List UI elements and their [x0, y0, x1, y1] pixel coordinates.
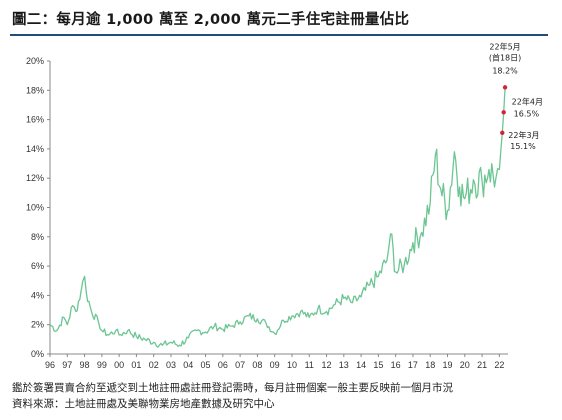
x-tick-label: 20 [460, 360, 470, 370]
annotation-value: 18.2% [492, 66, 518, 75]
annotation-marker [501, 110, 506, 115]
x-tick-label: 00 [114, 360, 124, 370]
x-tick-label: 14 [356, 360, 366, 370]
x-tick-label: 03 [166, 360, 176, 370]
x-tick-label: 18 [425, 360, 435, 370]
x-tick-label: 97 [62, 360, 72, 370]
y-tick-label: 4% [31, 290, 44, 300]
y-tick-label: 20% [26, 56, 44, 66]
series-line-0 [49, 87, 506, 348]
x-tick-label: 08 [252, 360, 262, 370]
annotation-marker [502, 85, 508, 90]
y-axis: 0% 2% 4% 6% 8% 10% 12% 14% 16% 18% 20% [26, 56, 51, 359]
x-tick-label: 02 [149, 360, 159, 370]
x-tick-label: 09 [270, 360, 280, 370]
x-tick-label: 17 [408, 360, 418, 370]
x-tick-label: 12 [322, 360, 332, 370]
footnote-source: 資料來源：土地註冊處及美聯物業房地產數據及研究中心 [12, 398, 275, 410]
y-tick-label: 18% [26, 85, 44, 95]
plot-area [49, 87, 506, 348]
x-tick-label: 15 [373, 360, 383, 370]
footnote-note: 鑑於簽署買賣合約至遞交到土地註冊處註冊登記需時，每月註冊個案一般主要反映前一個月… [12, 382, 453, 394]
y-tick-label: 10% [26, 203, 44, 213]
x-tick-label: 96 [45, 360, 55, 370]
x-tick-label: 13 [339, 360, 349, 370]
x-tick-label: 22 [494, 360, 504, 370]
y-tick-label: 16% [26, 115, 44, 125]
x-tick-label: 10 [287, 360, 297, 370]
annotation-label: 22年3月 [508, 130, 539, 140]
y-tick-label: 6% [31, 261, 44, 271]
x-tick-label: 99 [97, 360, 107, 370]
title-rule [10, 34, 548, 36]
annotation-label: 22年5月 [489, 41, 520, 51]
x-tick-label: 05 [201, 360, 211, 370]
annotation-value: 15.1% [510, 142, 536, 151]
x-tick-label: 16 [391, 360, 401, 370]
annotation-marker [500, 130, 505, 135]
y-tick-label: 2% [31, 320, 44, 330]
annotation-value: 16.5% [514, 109, 540, 118]
annotation-label: 22年4月 [512, 96, 543, 106]
x-tick-label: 01 [131, 360, 141, 370]
line-chart: 0% 2% 4% 6% 8% 10% 12% 14% 16% 18% 20% 96 97 98 99 00 0… [26, 41, 543, 370]
x-tick-label: 21 [477, 360, 487, 370]
x-tick-label: 98 [80, 360, 90, 370]
x-tick-label: 07 [235, 360, 245, 370]
annotations: 22年3月 15.1% 22年4月 16.5% 22年5月(首18日) 18.2% [489, 41, 543, 150]
x-tick-label: 06 [218, 360, 228, 370]
x-tick-label: 11 [305, 360, 314, 370]
y-tick-label: 0% [31, 349, 44, 359]
chart-title: 圖二：每月逾 1,000 萬至 2,000 萬元二手住宅註冊量佔比 [12, 12, 410, 28]
x-tick-label: 19 [443, 360, 453, 370]
annotation-sublabel: (首18日) [489, 52, 521, 62]
y-tick-label: 8% [31, 232, 44, 242]
y-tick-label: 12% [26, 173, 44, 183]
y-tick-label: 14% [26, 144, 44, 154]
x-tick-label: 04 [183, 360, 193, 370]
x-axis: 96 97 98 99 00 01 02 03 04 05 06 07 08 09 10 11 12 13 14 15… [45, 353, 508, 370]
